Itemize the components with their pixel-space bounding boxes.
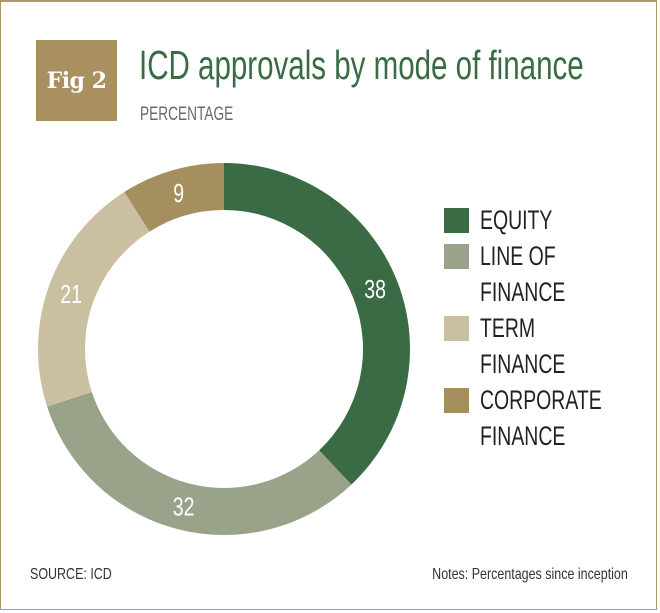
data-label: 38 <box>364 274 386 303</box>
donut-chart: 38 32 21 9 <box>37 163 411 536</box>
legend-swatch <box>444 316 469 341</box>
donut-slice-term-finance <box>37 191 150 407</box>
legend-label: TERM FINANCE <box>480 313 566 379</box>
source-note: SOURCE: ICD <box>30 566 112 583</box>
figure-badge: Fig 2 <box>36 40 117 121</box>
notes: Notes: Percentages since inception <box>432 566 628 583</box>
legend-item: EQUITY <box>444 202 660 238</box>
donut-slice-corporate-finance <box>124 163 224 232</box>
data-label: 9 <box>173 178 184 207</box>
data-label: 32 <box>173 492 195 521</box>
legend-label: CORPORATE FINANCE <box>480 385 602 451</box>
legend-swatch <box>444 208 469 233</box>
chart-subtitle: PERCENTAGE <box>140 104 234 125</box>
chart-title: ICD approvals by mode of finance <box>139 42 584 88</box>
legend-swatch <box>444 388 469 413</box>
legend-item: CORPORATE FINANCE <box>444 382 660 454</box>
legend-item: LINE OF FINANCE <box>444 238 660 310</box>
data-label: 21 <box>60 279 82 308</box>
legend-swatch <box>444 244 469 269</box>
legend-label: EQUITY <box>480 205 553 235</box>
legend: EQUITY LINE OF FINANCE TERM FINANCE CORPORA… <box>444 202 660 454</box>
donut-slice-equity <box>224 163 411 485</box>
legend-label: LINE OF FINANCE <box>480 241 566 307</box>
donut-slice-line-of-finance <box>47 391 352 536</box>
legend-item: TERM FINANCE <box>444 310 660 382</box>
